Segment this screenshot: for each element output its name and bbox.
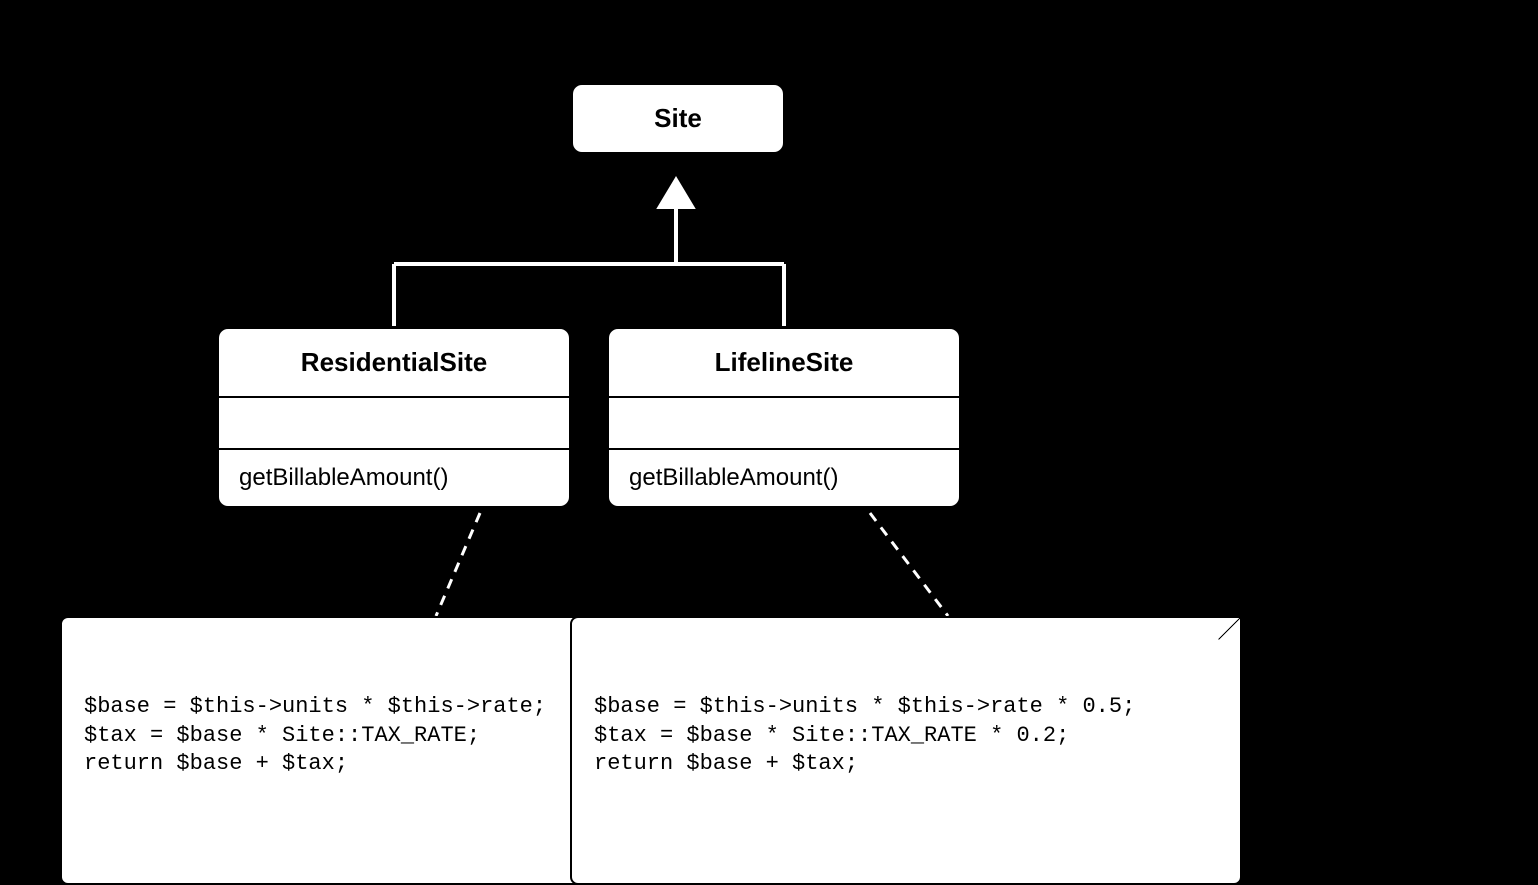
note-connector-left: [436, 513, 480, 616]
class-lifelinesite-method: getBillableAmount(): [609, 448, 959, 506]
class-lifelinesite: LifelineSite getBillableAmount(): [606, 326, 962, 509]
note-connector-right: [870, 513, 948, 616]
note-lifelinesite: $base = $this->units * $this->rate * 0.5…: [570, 616, 1242, 885]
note-fold-icon: [1222, 616, 1242, 636]
note-lifelinesite-code: $base = $this->units * $this->rate * 0.5…: [594, 693, 1218, 779]
note-residentialsite: $base = $this->units * $this->rate; $tax…: [60, 616, 620, 885]
note-residentialsite-code: $base = $this->units * $this->rate; $tax…: [84, 693, 596, 779]
class-residentialsite-method: getBillableAmount(): [219, 448, 569, 506]
class-lifelinesite-title: LifelineSite: [609, 329, 959, 396]
class-residentialsite-attrs: [219, 396, 569, 448]
class-residentialsite: ResidentialSite getBillableAmount(): [216, 326, 572, 509]
uml-inheritance-diagram: Site ResidentialSite getBillableAmount()…: [0, 0, 1538, 825]
class-site-title: Site: [573, 85, 783, 152]
inheritance-arrowhead: [658, 178, 694, 208]
class-lifelinesite-attrs: [609, 396, 959, 448]
class-site: Site: [570, 82, 786, 155]
class-residentialsite-title: ResidentialSite: [219, 329, 569, 396]
